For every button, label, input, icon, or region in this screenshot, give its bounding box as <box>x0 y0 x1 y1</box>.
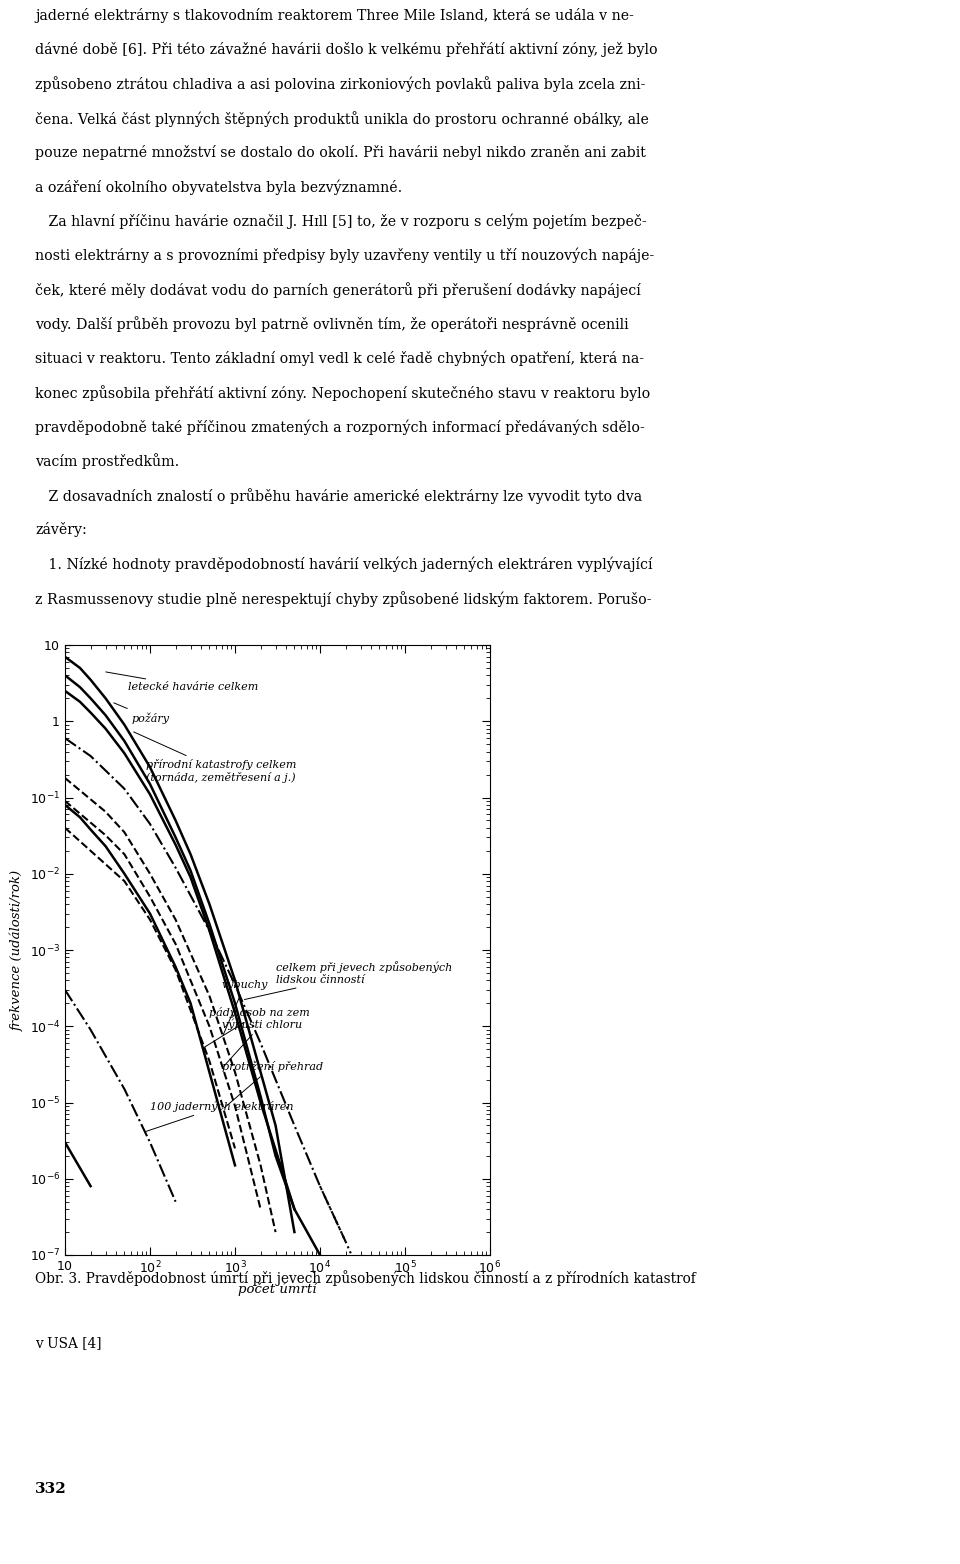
Text: přírodní katastrofy celkem
(tornáda, zemětřesení a j.): přírodní katastrofy celkem (tornáda, zem… <box>133 732 297 784</box>
Text: 100 jaderných elektráren: 100 jaderných elektráren <box>144 1099 294 1132</box>
Text: způsobeno ztrátou chladiva a asi polovina zirkoniových povlaků paliva byla zcela: způsobeno ztrátou chladiva a asi polovin… <box>35 77 645 92</box>
Text: letecké havárie celkem: letecké havárie celkem <box>106 673 258 693</box>
Text: nosti elektrárny a s provozními předpisy byly uzavřeny ventily u tří nouzových n: nosti elektrárny a s provozními předpisy… <box>35 249 655 263</box>
Text: situaci v reaktoru. Tento základní omyl vedl k celé řadě chybných opatření, kter: situaci v reaktoru. Tento základní omyl … <box>35 350 644 366</box>
Text: pouze nepatrné množství se dostalo do okolí. Při havárii nebyl nikdo zraněn ani : pouze nepatrné množství se dostalo do ok… <box>35 145 646 160</box>
Text: a ozáření okolního obyvatelstva byla bezvýznamné.: a ozáření okolního obyvatelstva byla bez… <box>35 180 402 196</box>
Text: 332: 332 <box>35 1483 67 1497</box>
Text: dávné době [6]. Při této závažné havárii došlo k velkému přehřátí aktivní zóny, : dávné době [6]. Při této závažné havárii… <box>35 42 658 58</box>
Text: výbuchy: výbuchy <box>222 979 268 1035</box>
Text: z Rasmussenovy studie plně nerespektují chyby způsobené lidským faktorem. Porušo: z Rasmussenovy studie plně nerespektují … <box>35 591 652 607</box>
Text: pády osob na zem: pády osob na zem <box>204 1007 310 1048</box>
Text: výpusti chloru: výpusti chloru <box>222 1018 302 1067</box>
Text: 1. Nízké hodnoty pravděpodobností havárií velkých jaderných elektráren vyplývají: 1. Nízké hodnoty pravděpodobností havári… <box>35 557 653 572</box>
Text: celkem při jevech způsobených
lidskou činností: celkem při jevech způsobených lidskou či… <box>245 962 452 999</box>
Text: vody. Další průběh provozu byl patrně ovlivněn tím, že operátoři nesprávně oceni: vody. Další průběh provozu byl patrně ov… <box>35 316 629 333</box>
Text: Obr. 3. Pravděpodobnost úmrtí při jevech způsobených lidskou činností a z přírod: Obr. 3. Pravděpodobnost úmrtí při jevech… <box>35 1270 696 1286</box>
Y-axis label: frekvence (události/rok): frekvence (události/rok) <box>11 870 24 1031</box>
X-axis label: počet úmrtí: počet úmrtí <box>238 1282 317 1297</box>
Text: vacím prostředkům.: vacím prostředkům. <box>35 454 180 469</box>
Text: závěry:: závěry: <box>35 522 86 536</box>
Text: ček, které měly dodávat vodu do parních generátorů při přerušení dodávky napájec: ček, které měly dodávat vodu do parních … <box>35 282 640 299</box>
Text: konec způsobila přehřátí aktivní zóny. Nepochopení skutečného stavu v reaktoru b: konec způsobila přehřátí aktivní zóny. N… <box>35 385 650 400</box>
Text: jaderné elektrárny s tlakovodním reaktorem Three Mile Island, která se udála v n: jaderné elektrárny s tlakovodním reaktor… <box>35 8 634 23</box>
Text: protržení přehrad: protržení přehrad <box>222 1060 323 1107</box>
Text: Za hlavní příčinu havárie označil J. Hɪll [5] to, že v rozporu s celým pojetím b: Za hlavní příčinu havárie označil J. Hɪl… <box>35 214 647 230</box>
Text: pravděpodobně také příčinou zmatených a rozporných informací předávaných sdělo-: pravděpodobně také příčinou zmatených a … <box>35 419 645 435</box>
Text: v USA [4]: v USA [4] <box>35 1336 102 1350</box>
Text: Z dosavadních znalostí o průběhu havárie americké elektrárny lze vyvodit tyto dv: Z dosavadních znalostí o průběhu havárie… <box>35 488 642 504</box>
Text: požáry: požáry <box>114 702 169 724</box>
Text: čena. Velká část plynných štěpných produktů unikla do prostoru ochranné obálky, : čena. Velká část plynných štěpných produ… <box>35 111 649 127</box>
